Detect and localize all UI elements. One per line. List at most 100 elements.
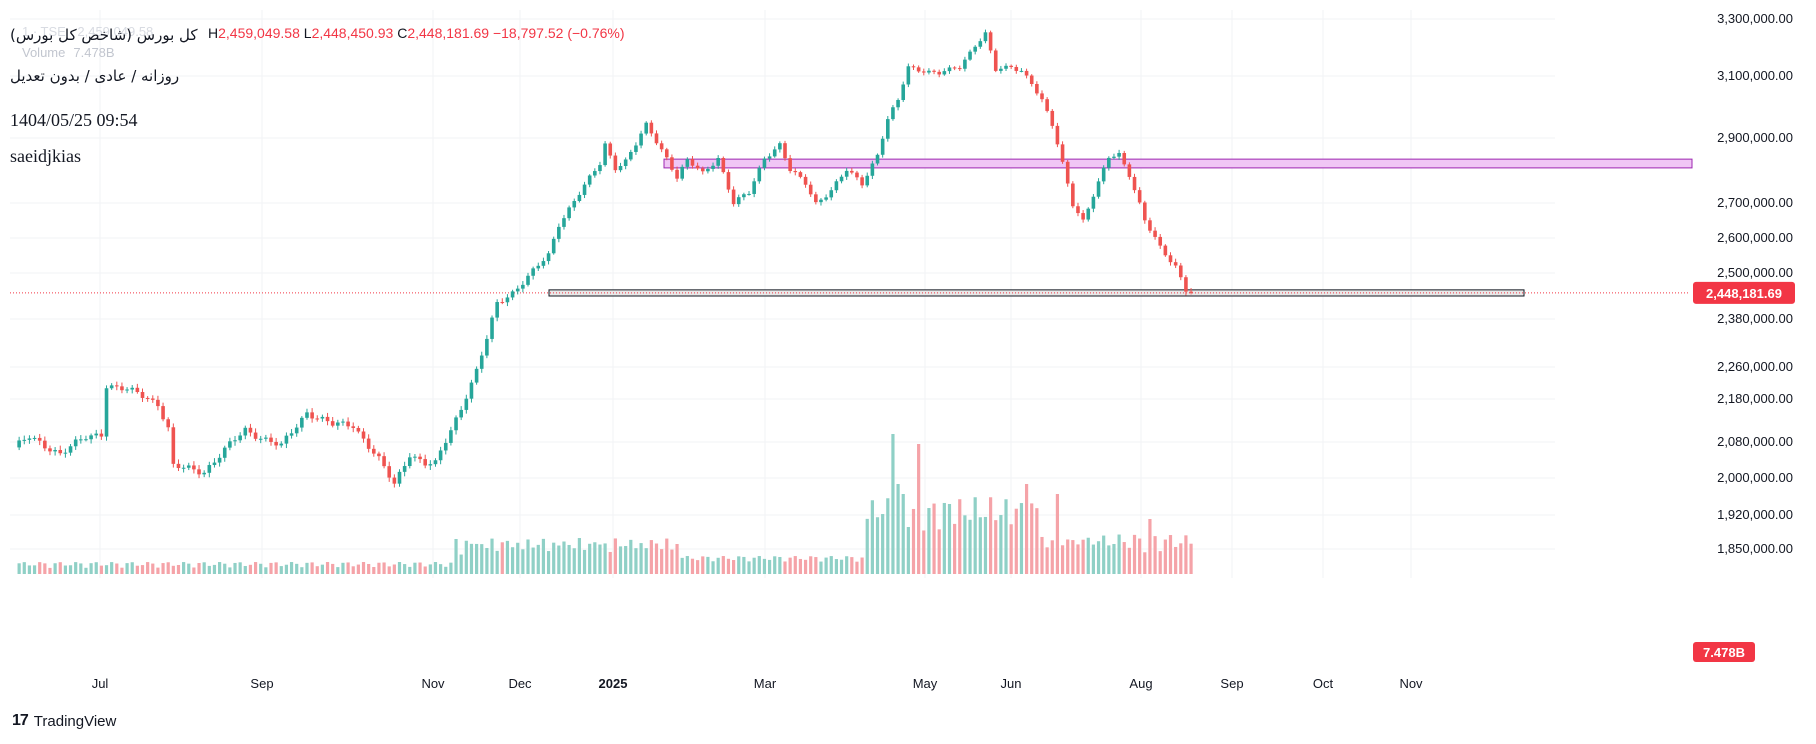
candle-body xyxy=(377,453,381,457)
candle-body xyxy=(510,291,515,298)
volume-bar xyxy=(958,499,962,574)
price-axis[interactable]: 3,300,000.00 3,100,000.00 2,900,000.00 2,70… xyxy=(1717,11,1793,556)
volume-bar xyxy=(182,562,186,574)
candle-body xyxy=(449,430,453,443)
volume-bar xyxy=(927,508,931,574)
candle-body xyxy=(521,284,525,289)
volume-bar xyxy=(475,543,479,574)
volume-bar xyxy=(1138,538,1142,574)
candle-body xyxy=(1024,70,1029,76)
volume-bar xyxy=(243,565,247,574)
candle-body xyxy=(1148,220,1152,231)
volume-bar xyxy=(27,565,32,574)
symbol-title[interactable]: کل بورس (شاخص کل بورس) xyxy=(10,26,198,44)
volume-bar xyxy=(310,562,314,574)
candle-body xyxy=(968,51,972,60)
candle-body xyxy=(320,416,325,419)
volume-bar xyxy=(161,563,165,574)
volume-bar xyxy=(793,556,797,574)
candle-body xyxy=(171,427,176,464)
candle-body xyxy=(921,71,926,73)
candle-body xyxy=(1019,70,1024,72)
volume-bar xyxy=(541,538,546,574)
candle-body xyxy=(300,417,304,428)
volume-bar xyxy=(423,566,427,574)
volume-bar xyxy=(464,540,468,574)
candle-body xyxy=(829,190,834,198)
volume-bar xyxy=(202,562,206,574)
volume-bar xyxy=(562,541,566,574)
volume-bar xyxy=(125,563,129,574)
price-tick-label: 2,900,000.00 xyxy=(1717,130,1793,145)
volume-bar xyxy=(408,566,412,574)
candle-body xyxy=(176,463,181,469)
candle-body xyxy=(880,138,885,155)
price-tick-label: 2,000,000.00 xyxy=(1717,470,1793,485)
candle-body xyxy=(325,416,330,422)
last-price-text: 2,448,181.69 xyxy=(1706,286,1782,301)
volume-bar xyxy=(865,518,869,574)
candle-body xyxy=(911,66,916,68)
candle-body xyxy=(546,253,551,262)
volume-bar xyxy=(968,519,972,574)
volume-bar xyxy=(716,557,720,574)
candle-body xyxy=(695,165,700,169)
volume-bar xyxy=(803,559,808,574)
candle-body xyxy=(238,435,242,441)
volume-bar xyxy=(336,567,340,574)
candle-body xyxy=(1143,202,1147,221)
candle-body xyxy=(803,176,808,185)
candle-body xyxy=(860,177,864,186)
volume-bar xyxy=(557,545,561,574)
candle-body xyxy=(1014,66,1019,71)
tradingview-brand[interactable]: 17 TradingView xyxy=(12,712,116,730)
candle-body xyxy=(48,448,52,452)
candle-body xyxy=(870,163,875,176)
volume-bar xyxy=(999,515,1003,574)
candle-body xyxy=(243,427,248,436)
volume-bar xyxy=(351,566,355,574)
candle-body xyxy=(104,388,109,437)
candles xyxy=(17,29,1193,488)
volume-badge-text: 7.478B xyxy=(1703,645,1745,660)
candle-body xyxy=(664,149,669,158)
volume-bar xyxy=(192,567,196,574)
volume-bar xyxy=(516,542,520,574)
volume-bar xyxy=(546,551,551,574)
candle-body xyxy=(999,68,1003,71)
volume-bar xyxy=(38,562,42,574)
candle-body xyxy=(1132,176,1137,191)
volume-bar xyxy=(850,557,854,574)
volume-bar xyxy=(809,556,813,574)
volume-bar xyxy=(690,558,695,574)
candle-body xyxy=(140,392,145,398)
candle-body xyxy=(1117,152,1121,157)
candle-body xyxy=(454,417,458,431)
candle-body xyxy=(690,159,695,166)
candle-body xyxy=(192,465,196,470)
volume-key: Volume xyxy=(22,45,66,60)
candle-body xyxy=(253,432,258,439)
price-tick-label: 2,080,000.00 xyxy=(1717,434,1793,449)
time-axis[interactable]: Jul Sep Nov Dec 2025 Mar May Jun Aug Sep Oct Nov xyxy=(92,676,1423,691)
volume-bar xyxy=(896,484,900,574)
candle-body xyxy=(1178,265,1183,278)
candle-body xyxy=(279,443,284,446)
candle-body xyxy=(793,171,798,173)
candle-body xyxy=(289,433,294,436)
candle-body xyxy=(284,435,289,444)
volume-bar xyxy=(613,538,617,574)
time-tick-label: Jul xyxy=(92,676,109,691)
candle-body xyxy=(125,389,129,391)
time-tick-label: Dec xyxy=(508,676,532,691)
candle-body xyxy=(747,193,751,195)
candle-body xyxy=(629,151,633,160)
candle-body xyxy=(258,438,263,440)
volume-bar xyxy=(259,563,263,574)
volume-bar xyxy=(870,500,874,574)
candle-body xyxy=(315,418,320,420)
candle-body xyxy=(587,175,592,185)
volume-bar xyxy=(1174,546,1178,574)
volume-bar xyxy=(490,538,494,574)
